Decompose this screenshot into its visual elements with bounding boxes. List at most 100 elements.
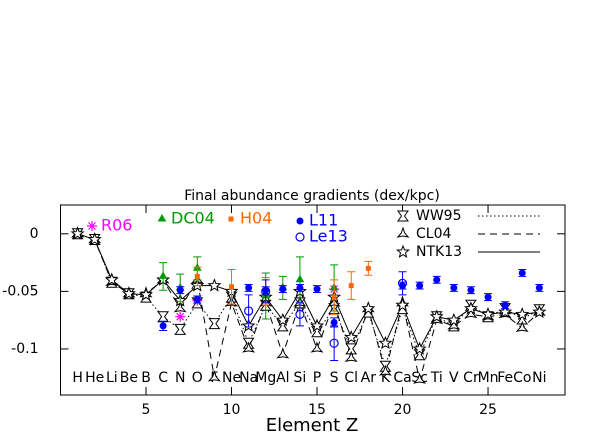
marker	[345, 343, 358, 355]
legend-label: R06	[101, 216, 132, 235]
element-label: Cr	[463, 370, 479, 386]
marker	[396, 244, 410, 259]
marker	[228, 216, 234, 222]
marker	[463, 301, 478, 315]
error-bar	[244, 294, 253, 328]
legend-label: L11	[309, 211, 338, 230]
marker	[378, 364, 392, 376]
chart-title: Final abundance gradients (dex/kpc)	[184, 188, 440, 204]
marker	[413, 372, 427, 384]
marker	[329, 338, 339, 348]
marker	[229, 284, 235, 290]
marker	[518, 269, 526, 277]
x-tick-label: 10	[223, 402, 241, 418]
marker	[395, 297, 410, 312]
legend-label: NTK13	[416, 244, 462, 260]
marker	[207, 278, 222, 292]
marker	[348, 283, 354, 289]
legend-label: WW95	[416, 208, 462, 224]
marker	[87, 221, 97, 231]
element-label: C	[158, 370, 168, 386]
marker	[176, 286, 184, 294]
marker	[331, 294, 337, 300]
element-label: K	[381, 370, 391, 386]
marker	[173, 301, 187, 313]
marker	[532, 304, 547, 319]
marker	[515, 307, 530, 321]
plot-frame	[60, 204, 566, 396]
error-bar	[398, 271, 407, 296]
y-tick-label: -0.1	[11, 341, 38, 357]
marker	[87, 232, 102, 246]
x-tick-label: 20	[394, 402, 412, 418]
marker	[450, 284, 458, 292]
marker	[501, 301, 509, 309]
element-label: Ti	[430, 370, 443, 386]
marker	[396, 226, 410, 238]
x-axis-label: Element Z	[266, 415, 359, 436]
x-tick-label: 15	[308, 402, 326, 418]
marker	[296, 217, 304, 225]
element-label: Mg	[255, 370, 276, 386]
error-bar	[261, 279, 270, 304]
element-label: Mn	[478, 370, 499, 386]
marker	[159, 322, 167, 330]
marker	[535, 284, 543, 292]
marker	[397, 210, 409, 222]
marker	[245, 284, 253, 292]
element-label: He	[85, 370, 104, 386]
marker	[412, 341, 427, 355]
error-bar	[330, 325, 339, 361]
marker	[429, 309, 444, 323]
marker	[207, 370, 221, 382]
element-label: Ar	[361, 370, 377, 386]
marker	[365, 265, 371, 271]
marker	[194, 273, 200, 279]
element-label: Be	[120, 370, 138, 386]
error-bar	[295, 302, 304, 327]
marker	[175, 311, 186, 322]
element-label: Si	[294, 370, 307, 386]
marker	[70, 226, 85, 240]
element-label: Al	[276, 370, 289, 386]
legend-label: DC04	[171, 209, 215, 228]
x-tick-label: 25	[479, 402, 497, 418]
marker	[446, 312, 461, 327]
marker	[447, 318, 461, 330]
y-tick-label: -0.05	[2, 283, 38, 299]
element-label: Cl	[344, 370, 358, 386]
marker	[157, 311, 170, 323]
element-label: Li	[106, 370, 118, 386]
element-label: Ca	[393, 370, 411, 386]
legend-label: CL04	[416, 226, 451, 242]
legend-label: Le13	[309, 227, 348, 246]
marker	[464, 306, 478, 319]
marker	[295, 274, 305, 283]
marker	[295, 309, 305, 319]
marker	[484, 293, 492, 301]
marker	[244, 306, 254, 316]
element-label: Fe	[497, 370, 513, 386]
element-label: V	[449, 370, 459, 386]
element-label: Co	[513, 370, 531, 386]
marker	[208, 318, 221, 330]
marker	[378, 335, 393, 350]
marker	[104, 272, 119, 286]
marker	[313, 285, 321, 293]
marker	[121, 286, 136, 300]
marker	[276, 347, 290, 359]
element-label: O	[192, 370, 203, 386]
element-label: S	[330, 370, 339, 386]
marker	[193, 295, 201, 303]
marker	[515, 320, 529, 332]
series-line	[77, 233, 540, 368]
element-label: Ne	[222, 370, 241, 386]
y-tick-label: 0	[30, 226, 39, 242]
marker	[416, 282, 424, 290]
x-tick-label: 5	[142, 402, 151, 418]
element-label: N	[175, 370, 185, 386]
marker	[261, 286, 271, 296]
marker	[174, 323, 187, 335]
marker	[330, 318, 338, 326]
